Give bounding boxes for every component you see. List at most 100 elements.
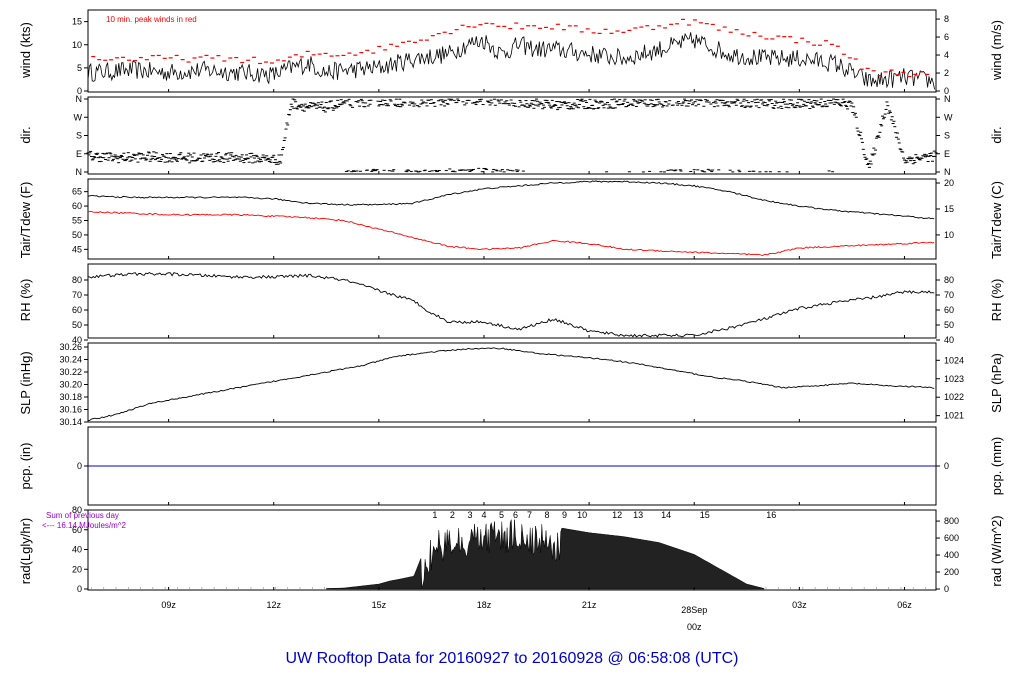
ytick-right-label: N [944,94,951,104]
wind-peak-annotation: 10 min. peak winds in red [106,15,197,24]
date-marker-hour: 00z [687,622,702,632]
ytick-right-label: 0 [944,461,949,471]
ytick-left-label: 30.16 [59,405,82,415]
ytick-left-label: W [74,112,83,122]
panel-frame-temperature [87,178,937,260]
ytick-left-label: 50 [72,320,82,330]
ytick-left-label: 30.20 [59,380,82,390]
ytick-left-label: 30.26 [59,342,82,352]
xtick-label: 03z [792,600,807,610]
solar-hour-marker: 12 [612,510,622,520]
ytick-left-label: 0 [77,461,82,471]
ylabel-left-temperature: Tair/Tdew (F) [18,182,33,259]
ytick-left-label: S [76,131,82,141]
solar-hour-marker: 13 [633,510,643,520]
solar-hour-marker: 16 [766,510,776,520]
solar-hour-marker: 5 [499,510,504,520]
solar-hour-marker: 6 [513,510,518,520]
xtick-label: 12z [266,600,281,610]
xtick-label: 09z [161,600,176,610]
ytick-left-label: 60 [72,305,82,315]
ytick-left-label: 60 [72,525,82,535]
ylabel-right-temperature: Tair/Tdew (C) [989,181,1004,259]
ytick-right-label: 1023 [944,374,964,384]
ytick-left-label: N [76,94,83,104]
ytick-left-label: N [76,167,83,177]
panel-frame-wind [87,9,937,93]
wind-speed-line [87,32,935,90]
radiation-area [326,519,765,590]
ytick-right-label: 4 [944,50,949,60]
solar-hour-marker: 2 [450,510,455,520]
ytick-left-label: 0 [77,584,82,594]
ytick-left-label: 55 [72,216,82,226]
ytick-right-label: W [944,112,953,122]
ytick-right-label: 6 [944,32,949,42]
ytick-right-label: E [944,149,950,159]
ytick-left-label: 30.22 [59,367,82,377]
ytick-right-label: 600 [944,533,959,543]
ylabel-left-humidity: RH (%) [18,279,33,322]
ytick-right-label: 0 [944,584,949,594]
ytick-right-label: 200 [944,567,959,577]
date-marker: 28Sep [681,605,707,615]
ytick-left-label: 80 [72,505,82,515]
solar-hour-marker: 4 [481,510,486,520]
radiation-sum-value: <--- 16.14 MJoules/m^2 [42,521,127,530]
xtick-label: 21z [582,600,597,610]
xtick-label: 15z [372,600,387,610]
ylabel-left-precipitation: pcp. (in) [18,443,33,490]
ylabel-right-humidity: RH (%) [989,279,1004,322]
ytick-left-label: 80 [72,275,82,285]
ytick-left-label: 70 [72,290,82,300]
ytick-right-label: 10 [944,230,954,240]
ytick-right-label: N [944,167,951,177]
air-temperature-line [87,180,935,220]
ytick-left-label: 30.24 [59,355,82,365]
ytick-left-label: 60 [72,201,82,211]
ytick-left-label: 50 [72,230,82,240]
ylabel-left-radiation: rad(Lgly/hr) [18,518,33,584]
solar-hour-marker: 15 [700,510,710,520]
ylabel-left-wind: wind (kts) [18,22,33,79]
solar-hour-marker: 3 [467,510,472,520]
solar-hour-marker: 1 [432,510,437,520]
ytick-right-label: 400 [944,550,959,560]
pressure-line [87,347,935,422]
solar-hour-marker: 9 [562,510,567,520]
ytick-right-label: 1021 [944,411,964,421]
ytick-right-label: 8 [944,14,949,24]
panel-frame-pressure [87,342,937,423]
ytick-right-label: 50 [944,320,954,330]
ytick-right-label: 2 [944,68,949,78]
ylabel-right-pressure: SLP (hPa) [989,353,1004,413]
ylabel-right-direction: dir. [989,126,1004,143]
ytick-right-label: 0 [944,86,949,96]
ytick-right-label: S [944,131,950,141]
ytick-left-label: 10 [72,40,82,50]
ytick-left-label: 65 [72,187,82,197]
ytick-left-label: 15 [72,17,82,27]
solar-hour-marker: 7 [527,510,532,520]
ytick-right-label: 800 [944,516,959,526]
dewpoint-line [87,210,935,256]
xtick-label: 06z [897,600,912,610]
ytick-right-label: 70 [944,290,954,300]
ytick-right-label: 80 [944,275,954,285]
xtick-label: 18z [477,600,492,610]
ylabel-left-pressure: SLP (inHg) [18,351,33,414]
ylabel-right-precipitation: pcp. (mm) [989,437,1004,496]
chart-title: UW Rooftop Data for 20160927 to 20160928… [285,650,739,667]
rooftop-weather-chart: wind (kts) wind (m/s) dir. dir. Tair/Tdew (F… [18,9,1004,632]
ytick-left-label: 40 [72,335,82,345]
ylabel-left-direction: dir. [18,126,33,143]
ylabel-right-radiation: rad (W/m^2) [989,515,1004,586]
radiation-sum-label: Sum of previous day [46,511,119,520]
ytick-right-label: 40 [944,335,954,345]
ytick-left-label: 0 [77,86,82,96]
ytick-right-label: 1024 [944,355,964,365]
ytick-left-label: E [76,149,82,159]
solar-hour-marker: 8 [545,510,550,520]
ytick-right-label: 1022 [944,392,964,402]
ytick-right-label: 60 [944,305,954,315]
